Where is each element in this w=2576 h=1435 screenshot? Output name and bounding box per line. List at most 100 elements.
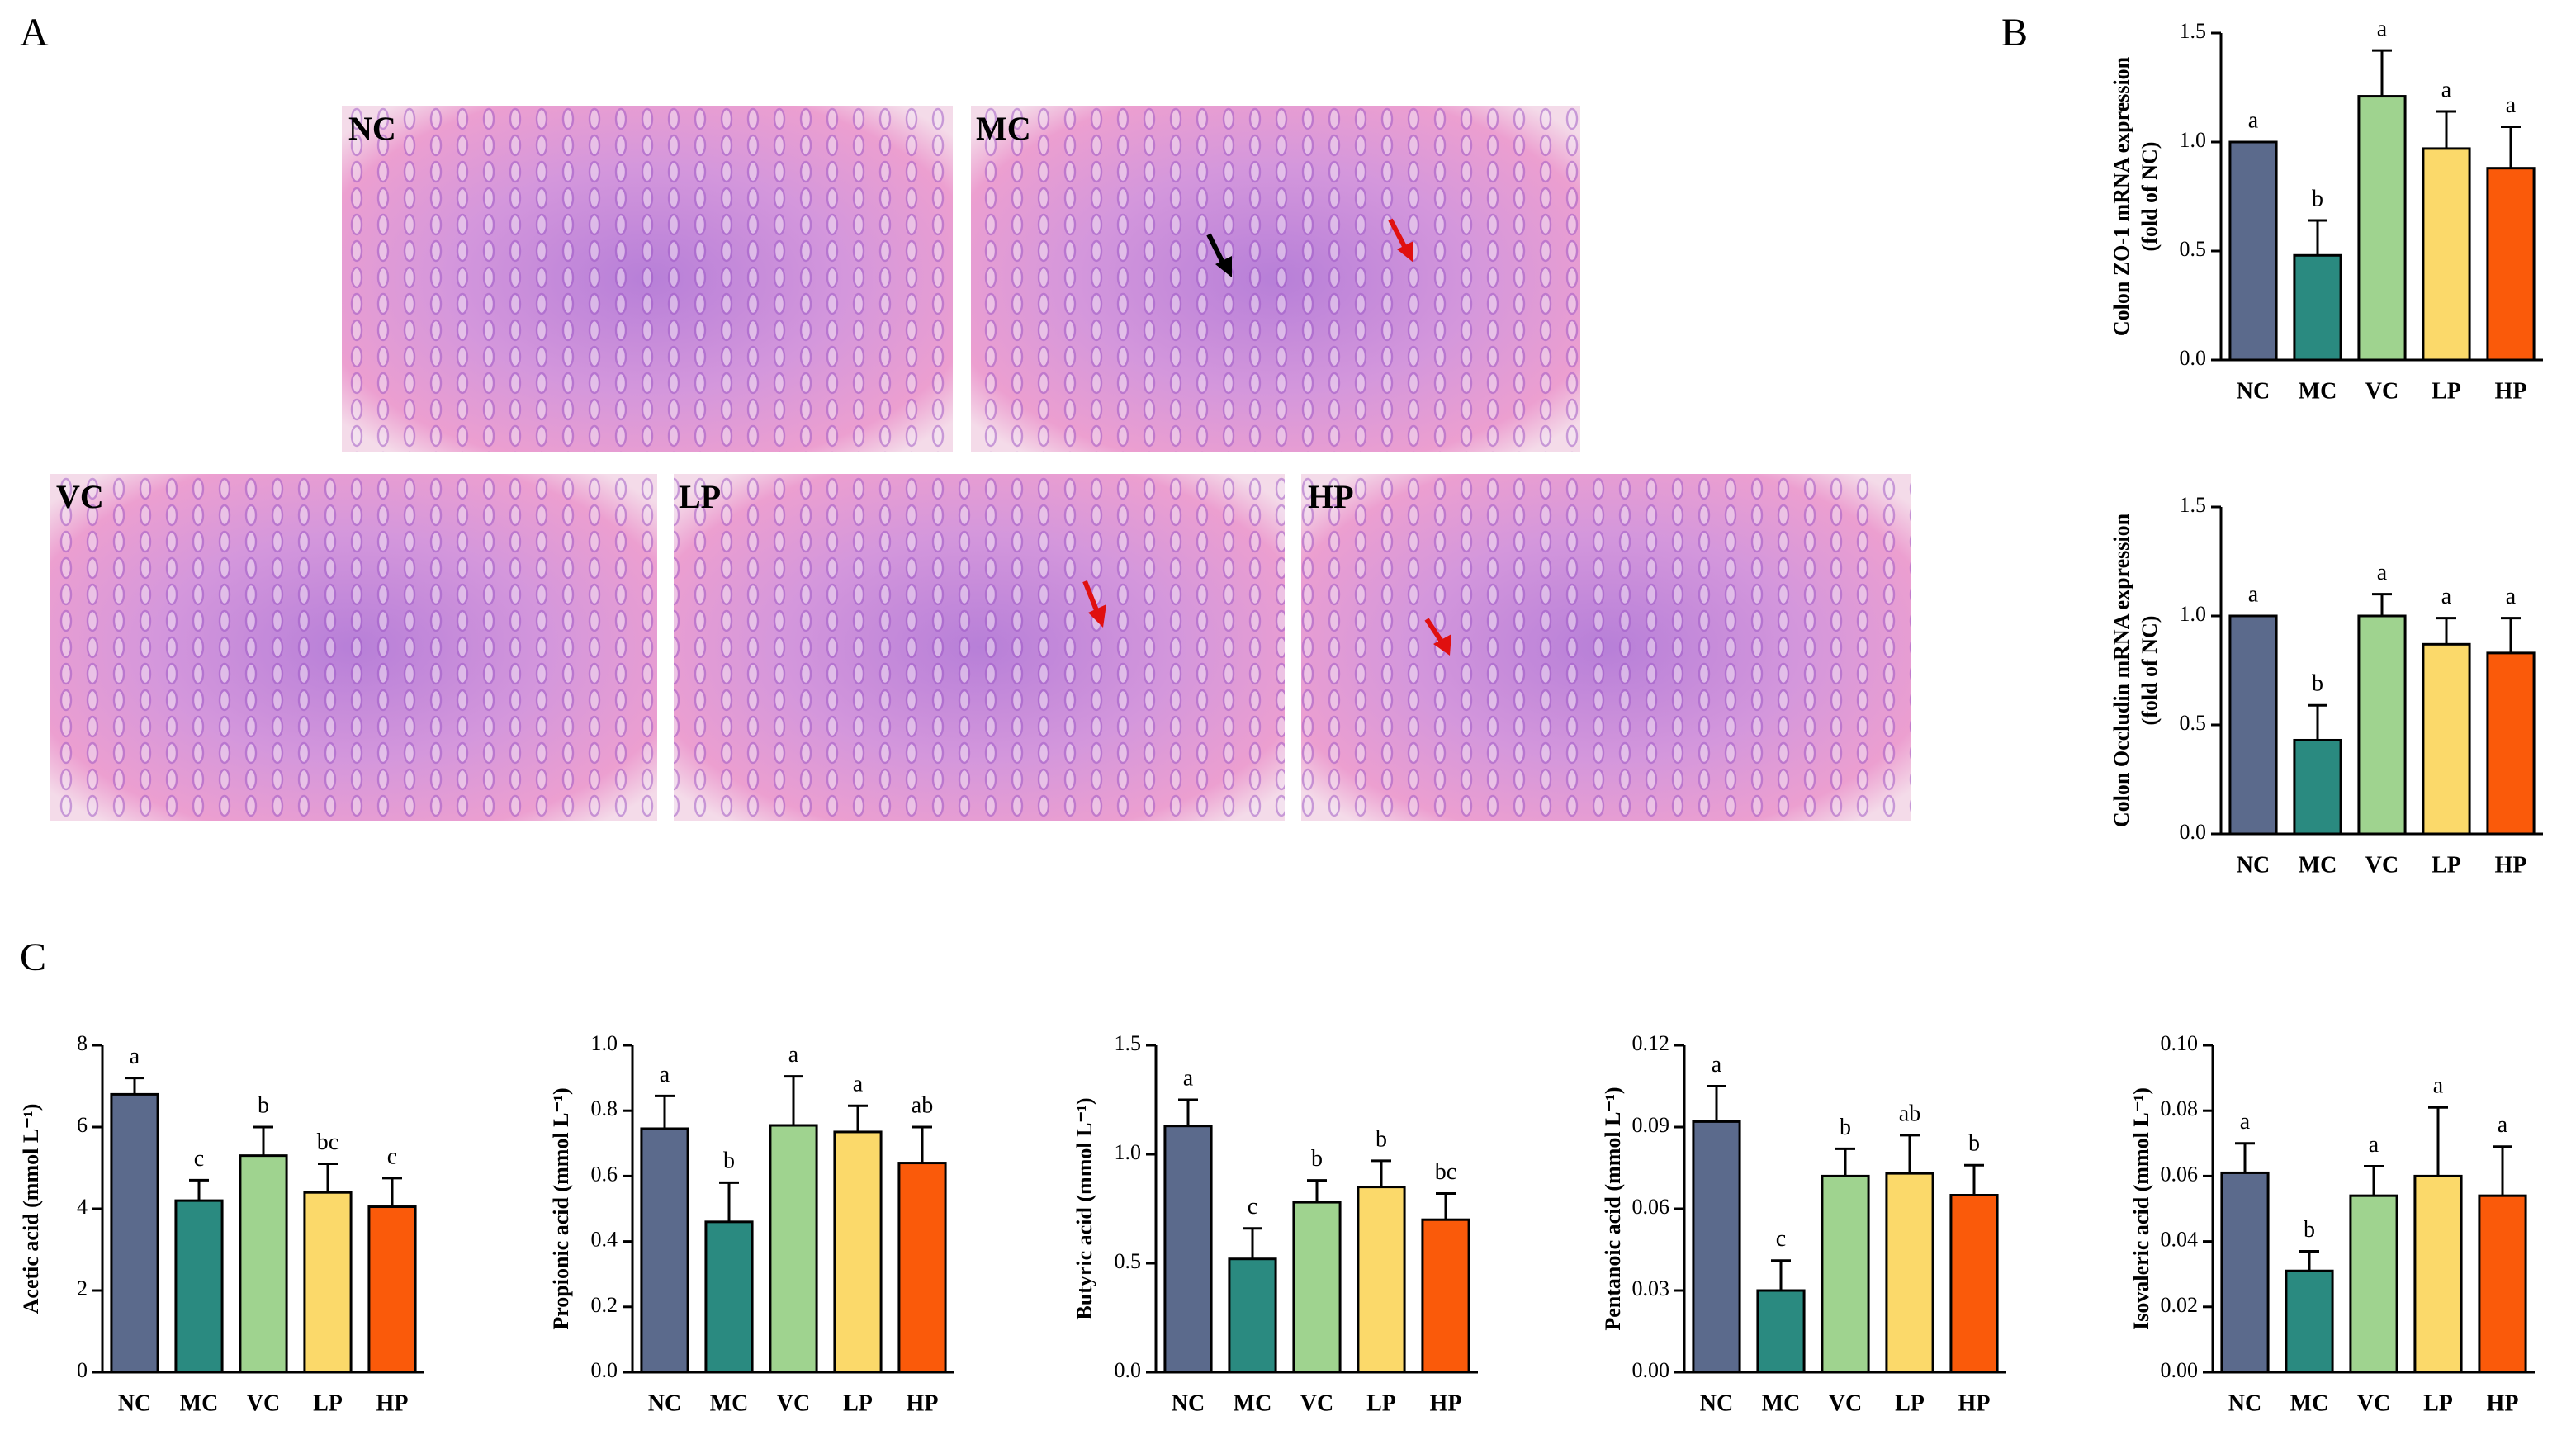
micrograph-label: VC xyxy=(56,478,104,515)
bar xyxy=(1821,1174,1870,1374)
x-tick-label: MC xyxy=(1762,1390,1801,1416)
bar xyxy=(1163,1125,1213,1374)
panel-label: A xyxy=(20,11,49,54)
y-tick-label: 0.0 xyxy=(2180,346,2207,370)
bar xyxy=(2422,642,2471,836)
y-axis-label: Acetic acid (mmol L⁻¹) xyxy=(19,1104,43,1314)
bar xyxy=(2220,1171,2270,1374)
bar xyxy=(2349,1194,2398,1374)
bar xyxy=(704,1220,754,1374)
x-tick-label: HP xyxy=(907,1390,939,1416)
bar xyxy=(1357,1186,1406,1374)
y-tick-label: 0.00 xyxy=(2161,1358,2199,1382)
y-tick-label: 2 xyxy=(77,1276,88,1300)
significance-letter: b xyxy=(2312,671,2323,697)
panel-label: B xyxy=(2001,11,2028,54)
y-tick-label: 0.00 xyxy=(1632,1358,1670,1382)
y-tick-label: 6 xyxy=(77,1113,88,1137)
bar xyxy=(2413,1174,2463,1374)
micrograph-texture xyxy=(342,106,953,452)
x-tick-label: NC xyxy=(648,1390,681,1416)
y-tick-label: 0.10 xyxy=(2161,1031,2199,1055)
micrograph-label: LP xyxy=(679,478,721,515)
y-tick-label: 0.04 xyxy=(2161,1228,2199,1252)
x-tick-label: HP xyxy=(1430,1390,1462,1416)
y-axis-label: (fold of NC) xyxy=(2138,142,2162,252)
y-tick-label: 0.0 xyxy=(2180,820,2207,844)
x-tick-label: LP xyxy=(2423,1390,2453,1416)
x-tick-label: MC xyxy=(1234,1390,1272,1416)
micrograph-label: MC xyxy=(976,110,1031,147)
arrow xyxy=(1424,618,1446,646)
significance-letter: a xyxy=(1183,1065,1194,1091)
x-tick-label: NC xyxy=(2237,852,2270,878)
micrograph-label: HP xyxy=(1308,478,1354,515)
arrowhead xyxy=(1215,256,1232,277)
x-tick-label: VC xyxy=(2365,852,2398,878)
y-tick-label: 0.5 xyxy=(2180,237,2207,261)
y-tick-label: 0.4 xyxy=(591,1228,618,1252)
significance-letter: a xyxy=(2506,92,2517,118)
bar xyxy=(2228,614,2278,836)
bar xyxy=(1692,1120,1741,1374)
bar xyxy=(1756,1289,1806,1374)
x-tick-label: VC xyxy=(247,1390,280,1416)
significance-letter: a xyxy=(2248,581,2259,607)
bar xyxy=(2357,614,2407,836)
y-tick-label: 1.0 xyxy=(1115,1140,1142,1164)
bar xyxy=(1292,1201,1342,1374)
y-axis-label: Colon Occludin mRNA expression xyxy=(2110,513,2133,827)
x-tick-label: LP xyxy=(843,1390,873,1416)
significance-letter: a xyxy=(853,1072,864,1097)
significance-letter: b xyxy=(723,1148,735,1174)
significance-letter: a xyxy=(2377,560,2388,585)
significance-letter: b xyxy=(1840,1115,1851,1140)
bar xyxy=(110,1092,159,1374)
panel-label: C xyxy=(20,935,46,979)
y-tick-label: 1.5 xyxy=(2180,493,2207,517)
x-tick-label: MC xyxy=(180,1390,219,1416)
x-tick-label: NC xyxy=(1172,1390,1205,1416)
significance-letter: b xyxy=(2312,186,2323,211)
significance-letter: ab xyxy=(912,1092,933,1118)
significance-letter: a xyxy=(2441,77,2452,102)
y-tick-label: 0 xyxy=(77,1358,88,1382)
x-tick-label: NC xyxy=(118,1390,151,1416)
significance-letter: b xyxy=(1376,1126,1387,1152)
bar xyxy=(2293,253,2342,362)
y-tick-label: 0.2 xyxy=(591,1293,618,1317)
y-tick-label: 4 xyxy=(77,1195,88,1219)
x-tick-label: HP xyxy=(1958,1390,1991,1416)
arrowhead xyxy=(1433,634,1451,656)
y-tick-label: 1.0 xyxy=(2180,128,2207,152)
bar xyxy=(833,1130,883,1374)
bar xyxy=(1421,1218,1470,1374)
x-tick-label: MC xyxy=(2299,378,2337,404)
x-tick-label: LP xyxy=(1895,1390,1925,1416)
arrow xyxy=(1388,218,1409,253)
x-tick-label: HP xyxy=(2487,1390,2519,1416)
bar xyxy=(769,1124,818,1374)
micrographs: NC MC VC LP HP xyxy=(50,106,1911,821)
arrows xyxy=(1082,218,1451,656)
y-tick-label: 0.0 xyxy=(591,1358,618,1382)
x-tick-label: VC xyxy=(1829,1390,1862,1416)
y-axis-label: Propionic acid (mmol L⁻¹) xyxy=(549,1087,573,1329)
significance-letter: a xyxy=(660,1062,670,1087)
bar xyxy=(1228,1257,1277,1374)
x-tick-label: VC xyxy=(1300,1390,1333,1416)
x-tick-label: HP xyxy=(376,1390,409,1416)
x-tick-label: LP xyxy=(2432,378,2461,404)
significance-letter: c xyxy=(194,1146,204,1172)
significance-letter: bc xyxy=(317,1130,339,1155)
y-axis-label: Pentanoic acid (mmol L⁻¹) xyxy=(1601,1087,1625,1330)
y-tick-label: 8 xyxy=(77,1031,88,1055)
bar xyxy=(367,1205,417,1374)
significance-letter: c xyxy=(1776,1226,1786,1252)
micrograph-texture xyxy=(1301,474,1911,821)
y-tick-label: 0.06 xyxy=(2161,1162,2199,1186)
micrograph-texture xyxy=(971,106,1580,452)
bar xyxy=(239,1154,288,1374)
bar xyxy=(2486,167,2536,362)
